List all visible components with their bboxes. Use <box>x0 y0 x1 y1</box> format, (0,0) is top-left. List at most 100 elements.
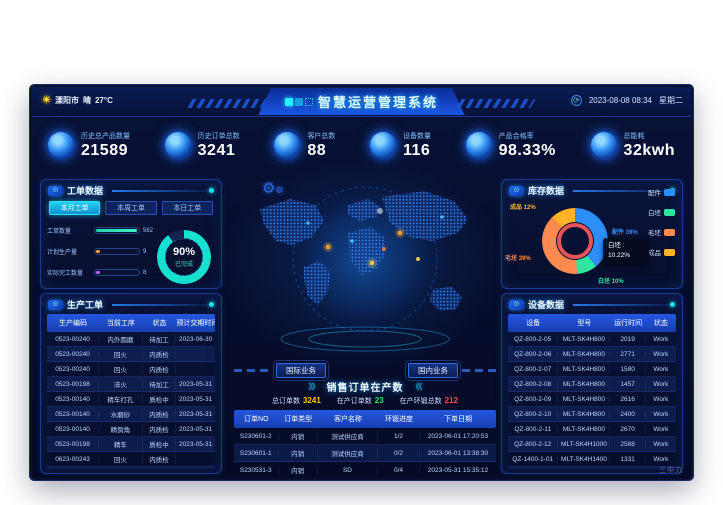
table-body: QZ-800-2-05 MLT-SK4H800 2019 Work QZ-800-2-0… <box>508 332 676 469</box>
table-row[interactable]: QZ-800-2-06 MLT-SK4H800 2771 Work <box>508 347 676 362</box>
legend-item-parts[interactable]: 配件 <box>648 187 675 197</box>
table-cell: 质检中 <box>143 394 177 404</box>
bar-fill <box>96 250 100 253</box>
table-cell: 2023-05-31 <box>179 425 213 433</box>
weather-condition: 晴 <box>82 96 91 105</box>
header-bar: ☀ 溧阳市 晴 27°C 智慧运营管理系统 ⟳ 2023-08-08 08:34… <box>32 87 691 117</box>
table-header: 订单NO 订单类型 客户名称 环锻进度 下单日期 <box>234 410 496 428</box>
kpi-orb-icon <box>164 132 191 158</box>
kpi-value: 21589 <box>81 142 128 159</box>
table-cell: 2023-06-30 <box>179 335 213 343</box>
international-business-button[interactable]: 国际业务 <box>273 360 329 381</box>
inventory-panel: ⊙ 库存数据 成品 12% 配件 39% 白坯 10% 毛坯 39% 配件 白坯… <box>501 179 683 289</box>
table-row[interactable]: QZ-800-2-11 MLT-SK4H800 2670 Work <box>508 422 676 437</box>
panel-badge-icon: ⊙ <box>509 299 524 310</box>
table-row[interactable]: 0523-00140 精车打孔 质检中 2023-05-31 <box>47 392 215 407</box>
column-header: 状态 <box>653 320 668 327</box>
page-title: 智慧运营管理系统 <box>317 95 438 110</box>
table-row[interactable]: S230531-3 内销 SD 0/4 2023-05-31 15:35:12 <box>234 462 496 478</box>
stat-inproduction-orders: 在产订单数 23 <box>336 396 384 405</box>
table-row[interactable]: 0623-00243 回火 内质检 <box>47 452 215 467</box>
weather-temperature: 27°C <box>94 96 113 105</box>
watermark-logo: 三中力 <box>659 467 683 474</box>
table-row[interactable]: QZ-800-2-08 MLT-SK4H800 1457 Work <box>508 377 676 392</box>
table-body: 0523-00240 内外圆磨 待加工 2023-06-30 0523-00240 回火内… <box>47 332 215 469</box>
donut-label-blank: 白坯 10% <box>598 279 624 285</box>
table-row[interactable]: QZ-800-2-07 MLT-SK4H800 1580 Work <box>508 362 676 377</box>
bar-value: 9 <box>143 248 147 255</box>
table-row[interactable]: 0523-00198 淬火 待加工 2023-05-31 <box>47 377 215 392</box>
table-cell: 0523-00198 <box>47 440 100 448</box>
table-cell: 2771 <box>610 350 646 358</box>
inventory-donut-chart[interactable] <box>542 208 608 274</box>
kpi-total-products: 历史总产品数量 21589 <box>48 131 130 159</box>
table-cell: 2023-06-01 17:20:53 <box>427 432 489 440</box>
table-cell: 内外圆磨 <box>99 334 143 344</box>
legend-chip <box>664 188 675 196</box>
table-row[interactable]: QZ-800-2-12 MLT-SK4H1000 2588 Work <box>508 437 676 452</box>
table-cell: Work <box>653 410 669 418</box>
table-row[interactable]: 0523-00240 回火 内质检 <box>47 347 215 362</box>
tab-month[interactable]: 本月工单 <box>49 201 101 215</box>
bar-value: 8 <box>143 269 147 276</box>
table-row[interactable]: S230601-2 内销 测试供应商 1/2 2023-06-01 17:20:53 <box>234 428 496 445</box>
table-row[interactable]: QZ-800-2-10 MLT-SK4H800 2400 Work <box>508 407 676 422</box>
current-weekday: 星期二 <box>659 96 683 105</box>
tab-week[interactable]: 本周工单 <box>105 201 157 215</box>
kpi-total-orders: 历史订单总数 3241 <box>164 131 240 159</box>
table-row[interactable]: QZ-1400-1-01 MLT-SK4H1400 1331 Work <box>508 452 676 467</box>
table-cell: QZ-800-2-09 <box>508 395 559 403</box>
table-cell: 0523-00240 <box>47 335 100 343</box>
work-order-panel: ⊙ 工单数据 本月工单 本周工单 本日工单 工单数量 562 计划生产量 9 <box>40 179 222 289</box>
panel-title: ⊙ 设备数据 <box>502 294 682 313</box>
table-cell: 2019 <box>610 335 646 343</box>
donut-label-rough: 毛坯 39% <box>505 256 531 262</box>
title-line <box>573 301 675 307</box>
table-row[interactable]: S230601-1 内销 测试供应商 0/2 2023-06-01 13:38:30 <box>234 445 496 462</box>
table-cell: Work <box>653 365 669 373</box>
table-row[interactable]: QZ-1400-1-02MLT-SK4H14002000Work <box>508 467 676 469</box>
table-cell: 内销 <box>279 465 318 475</box>
legend-item-blank[interactable]: 白坯 <box>648 207 675 217</box>
refresh-icon[interactable]: ⟳ <box>570 95 582 106</box>
table-cell: Work <box>653 395 669 403</box>
table-row[interactable]: 0523-00140 精倒角 内质检 2023-05-31 <box>47 422 215 437</box>
bar-label: 实际完工数量 <box>47 271 84 277</box>
bar-label: 工单数量 <box>47 229 72 235</box>
device-panel: ⊙ 设备数据 设备 型号 运行时间 状态 QZ-800-2-05 MLT-SK4H800… <box>501 293 683 474</box>
table-row[interactable]: 0523-00198 精车 质检中 2023-05-31 <box>47 437 215 452</box>
panel-title: ⊙ 工单数据 <box>41 180 221 199</box>
table-cell: 待加工 <box>143 334 177 344</box>
weather-city: 溧阳市 <box>54 96 79 105</box>
legend-item-rough[interactable]: 毛坯 <box>648 227 675 237</box>
domestic-business-button[interactable]: 国内业务 <box>405 360 461 381</box>
table-row[interactable]: 0523-00140 水磨砂 内质检 2023-05-31 <box>47 407 215 422</box>
donut-label-parts: 配件 39% <box>612 230 638 236</box>
bar-planned: 计划生产量 9 <box>47 247 155 256</box>
table-body: S230601-2 内销 测试供应商 1/2 2023-06-01 17:20:53 S2… <box>234 428 496 478</box>
table-cell: S230601-1 <box>234 449 279 457</box>
table-row[interactable]: 0523-00240 内外圆磨 待加工 2023-06-30 <box>47 332 215 347</box>
table-row[interactable]: QZ-800-2-05 MLT-SK4H800 2019 Work <box>508 332 676 347</box>
kpi-label: 历史总产品数量 <box>81 133 130 140</box>
column-header: 生产编码 <box>59 320 88 327</box>
table-row[interactable]: 0623-00245回火已完成2023-06-30 <box>47 467 215 469</box>
dashboard-screen: ☀ 溧阳市 晴 27°C 智慧运营管理系统 ⟳ 2023-08-08 08:34… <box>30 85 693 480</box>
bar-label: 计划生产量 <box>47 250 78 256</box>
tab-day[interactable]: 本日工单 <box>161 201 213 215</box>
table-row[interactable]: 0523-00240 回火 内质检 <box>47 362 215 377</box>
table-cell: 1580 <box>610 365 646 373</box>
table-cell: Work <box>653 350 669 358</box>
arrows-right-icon: 》》 <box>308 382 320 391</box>
kpi-orb-icon <box>274 132 301 158</box>
datetime-area: ⟳ 2023-08-08 08:34 星期二 <box>570 95 683 106</box>
table-cell: 0/2 <box>378 449 420 457</box>
table-cell: 淬火 <box>99 379 143 389</box>
table-cell: Work <box>653 380 669 388</box>
table-row[interactable]: QZ-800-2-09 MLT-SK4H800 2616 Work <box>508 392 676 407</box>
column-header: 型号 <box>577 320 592 327</box>
panel-badge-icon: ⊙ <box>48 185 63 196</box>
bar-order-count: 工单数量 562 <box>47 226 155 235</box>
legend-item-finished[interactable]: 成品 <box>648 247 675 257</box>
center-column: ⚙⚙ <box>232 87 498 478</box>
